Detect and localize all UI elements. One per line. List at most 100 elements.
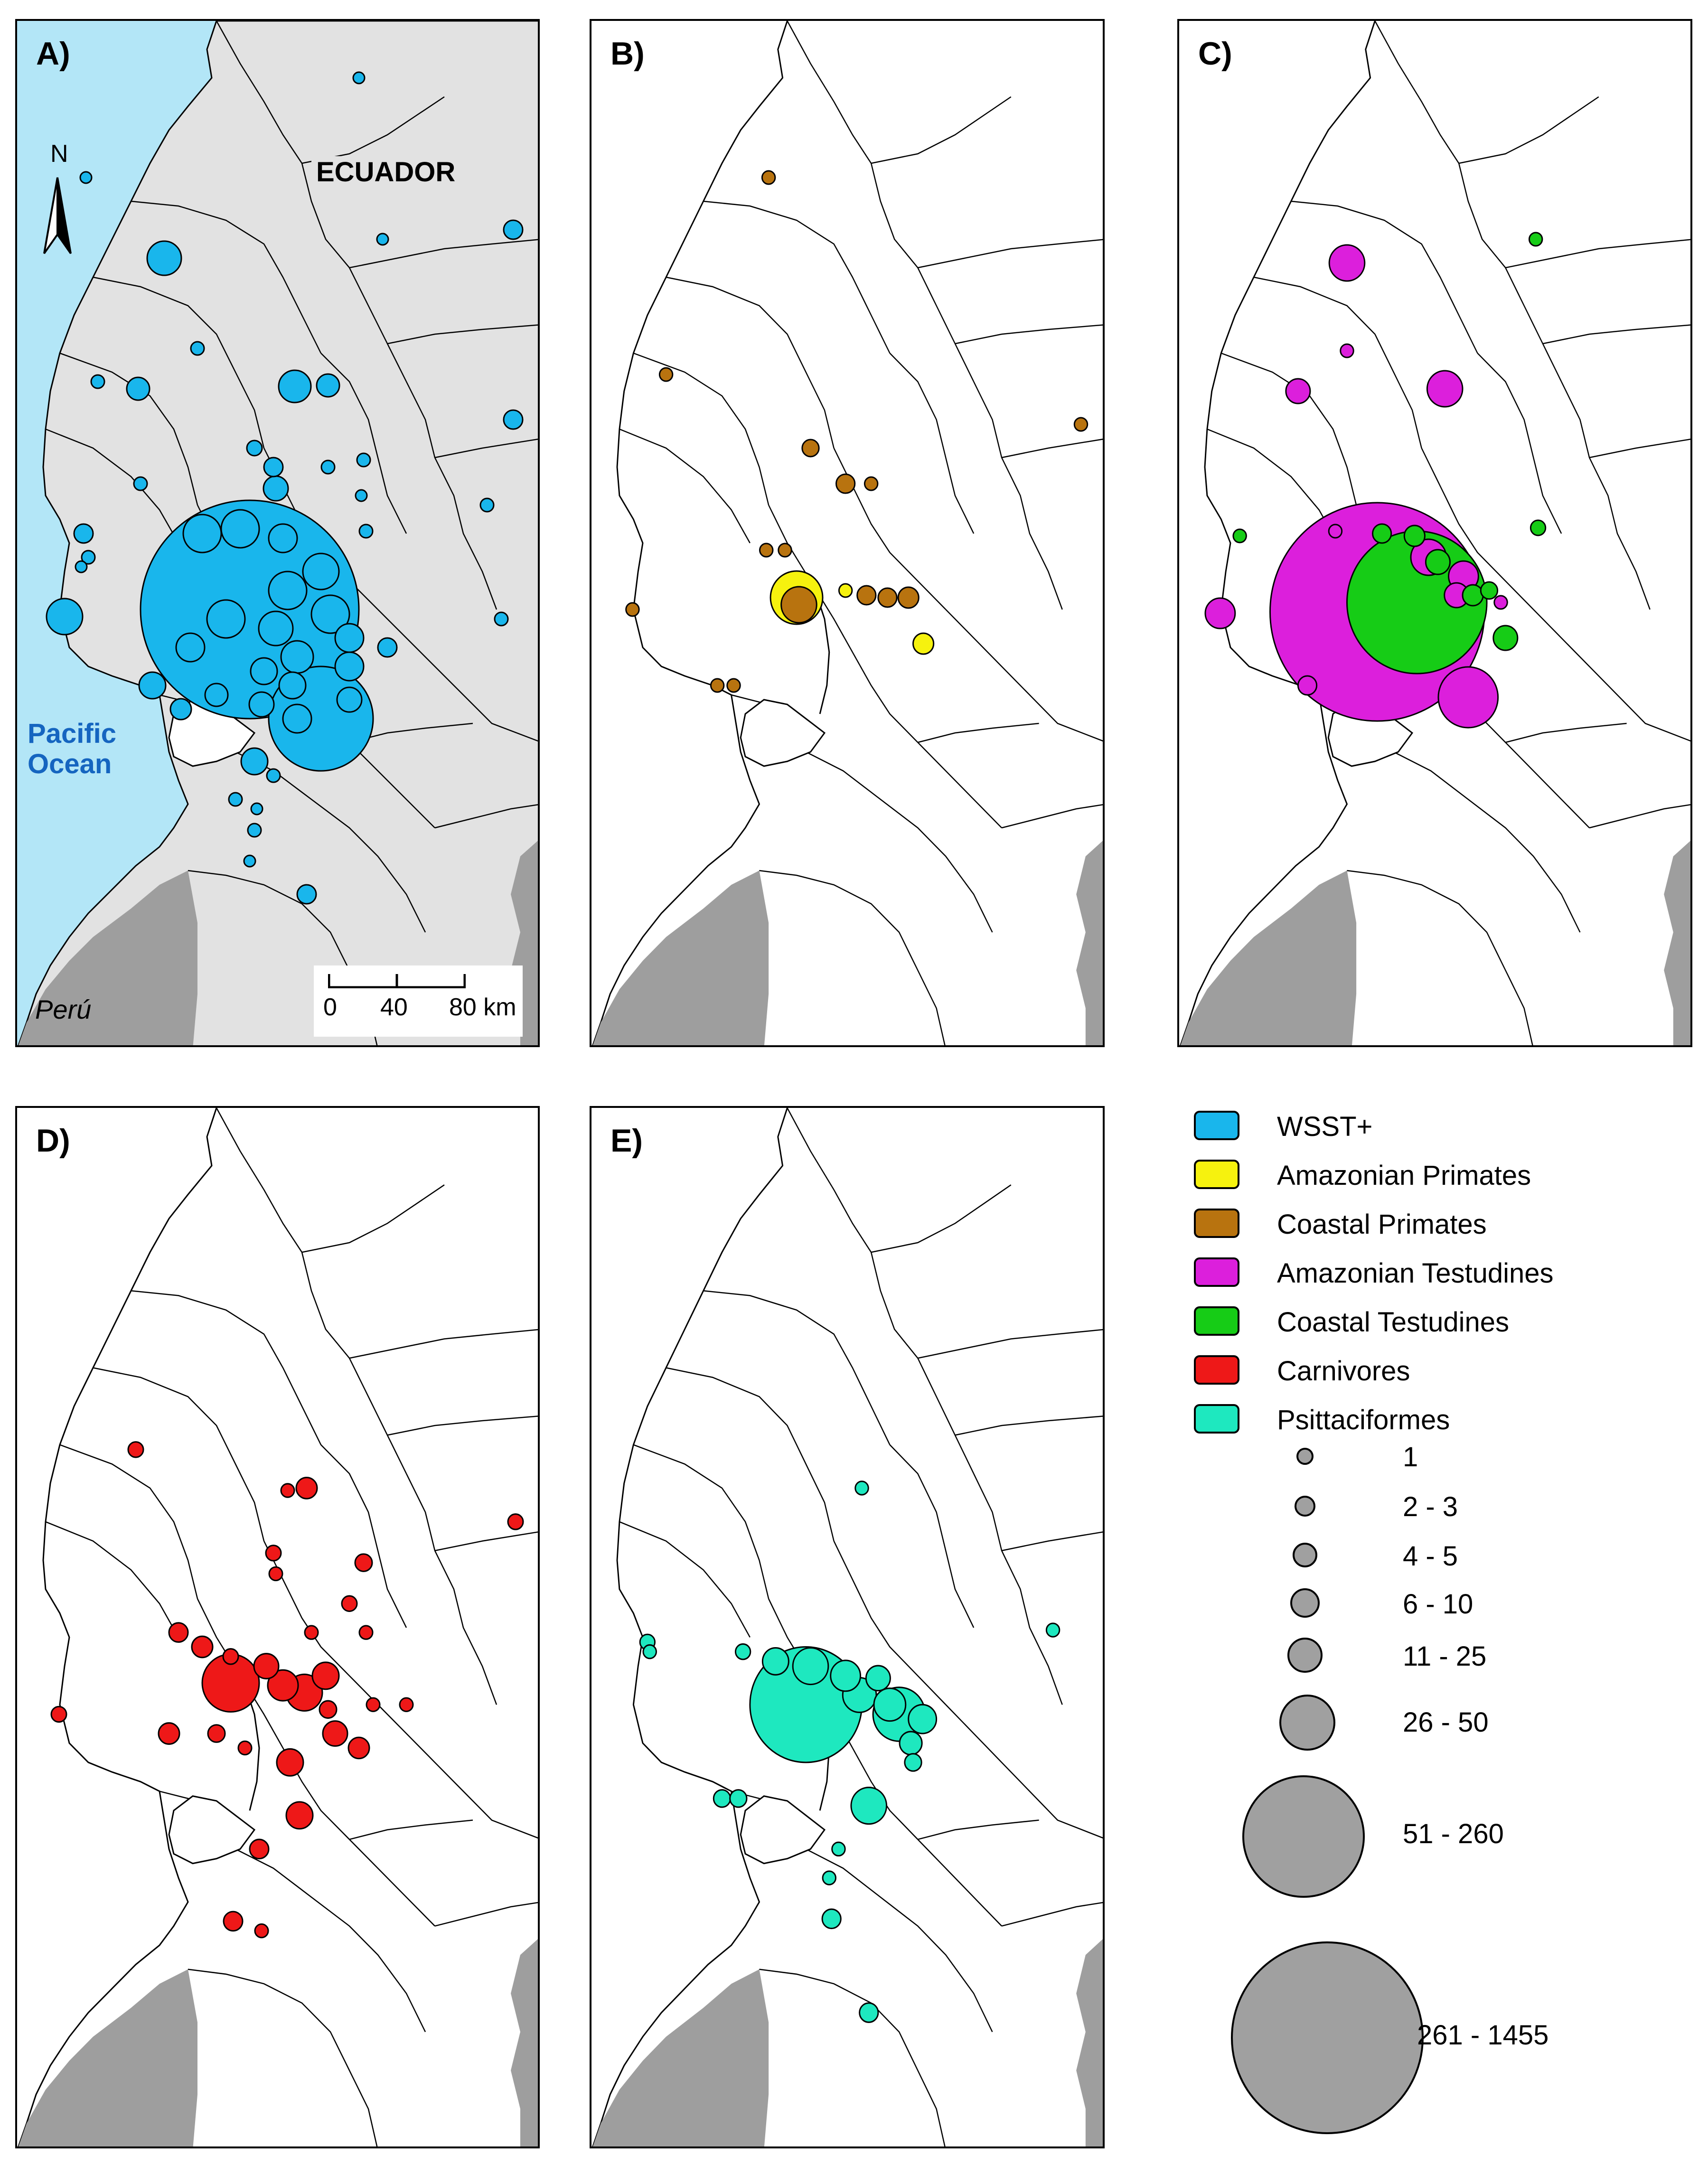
occurrence-circle: [912, 632, 935, 655]
legend-swatch: [1194, 1160, 1239, 1189]
scale-tick-80: 80 km: [449, 993, 516, 1021]
province-border: [973, 381, 1063, 610]
map-base: [592, 21, 1103, 1045]
occurrence-circle: [1204, 597, 1236, 629]
puna-island: [740, 1795, 826, 1865]
occurrence-circle: [246, 440, 263, 457]
occurrence-circle: [266, 768, 281, 783]
province-border: [945, 1704, 1103, 1839]
occurrence-circle: [859, 2002, 879, 2023]
province-border: [45, 428, 179, 544]
occurrence-circle: [830, 1659, 862, 1692]
legend-swatch: [1194, 1257, 1239, 1287]
province-border: [434, 439, 538, 459]
north-letter: N: [50, 140, 68, 168]
province-border: [197, 1829, 426, 2033]
occurrence-circle: [376, 233, 389, 246]
occurrence-circle: [377, 637, 398, 658]
province-border: [918, 1819, 1039, 1840]
occurrence-circle: [897, 586, 920, 609]
province-border: [666, 276, 835, 449]
occurrence-circle: [268, 1566, 283, 1582]
occurrence-circle: [761, 170, 776, 185]
occurrence-circle: [168, 1622, 189, 1643]
puna-island: [740, 699, 826, 767]
occurrence-circle: [247, 823, 262, 838]
coastline: [18, 1108, 217, 2146]
province-border: [918, 239, 1103, 269]
occurrence-circle: [182, 514, 222, 553]
province-border: [768, 732, 993, 933]
map-canvas-c: [1180, 21, 1690, 1045]
province-border: [1458, 96, 1599, 164]
province-border: [377, 1704, 538, 1839]
occurrence-circle: [278, 369, 312, 403]
province-border: [1347, 870, 1533, 1045]
occurrence-circle: [761, 1647, 789, 1676]
province-border: [759, 870, 946, 1045]
legend-label: Coastal Primates: [1277, 1209, 1487, 1240]
province-border: [301, 1184, 445, 1253]
province-border: [871, 96, 1012, 164]
province-border: [216, 1108, 407, 1474]
occurrence-circle: [1073, 417, 1089, 432]
occurrence-circle: [1232, 528, 1247, 544]
size-label-6-10: 6 - 10: [1403, 1589, 1473, 1620]
map-canvas-d: [18, 1108, 538, 2146]
occurrence-circle: [75, 560, 88, 573]
occurrence-circle: [726, 678, 741, 693]
guayas-estuary: [244, 1685, 260, 1811]
occurrence-circle: [1530, 519, 1547, 536]
peru-region: [592, 871, 769, 1045]
province-border: [871, 1184, 1012, 1253]
occurrence-circle: [780, 586, 817, 624]
occurrence-circle: [801, 439, 820, 458]
occurrence-circle: [243, 854, 256, 868]
occurrence-circle: [263, 475, 289, 502]
province-border: [633, 352, 770, 506]
province-border: [349, 1329, 538, 1359]
occurrence-circle: [1045, 1622, 1060, 1638]
panel-label-b: B): [610, 36, 645, 72]
province-border: [45, 1521, 179, 1638]
occurrence-circle: [792, 1647, 829, 1686]
occurrence-circle: [854, 1481, 869, 1496]
province-border: [703, 200, 891, 354]
occurrence-circle: [320, 459, 336, 475]
size-circle-26-50: [1279, 1695, 1335, 1751]
occurrence-circle: [267, 1669, 299, 1702]
occurrence-circle: [354, 1553, 373, 1572]
occurrence-circle: [778, 543, 792, 558]
occurrence-circle: [1403, 525, 1426, 547]
map-canvas-b: [592, 21, 1103, 1045]
occurrence-circle: [322, 1720, 348, 1747]
province-border: [1477, 353, 1562, 534]
province-border: [633, 1444, 770, 1599]
peru-region-east: [1664, 841, 1690, 1045]
province-border: [955, 324, 1103, 345]
occurrence-circle: [904, 1753, 922, 1772]
province-border: [216, 21, 407, 382]
occurrence-circle: [334, 651, 365, 682]
panel-label-a: A): [36, 36, 70, 72]
occurrence-circle: [347, 1736, 370, 1760]
province-border: [973, 1473, 1063, 1705]
occurrence-circle: [81, 550, 96, 565]
size-label-4-5: 4 - 5: [1403, 1541, 1458, 1572]
province-border: [349, 239, 538, 269]
province-border: [1589, 439, 1690, 459]
size-circle-4-5: [1293, 1543, 1317, 1567]
province-border: [434, 804, 538, 829]
province-border: [1374, 21, 1562, 382]
province-border: [889, 353, 975, 534]
occurrence-circle: [1426, 370, 1464, 408]
occurrence-circle: [249, 1838, 270, 1860]
size-label-261-1455: 261 - 1455: [1417, 2020, 1549, 2051]
occurrence-circle: [138, 671, 167, 700]
scale-bar-ticks: [328, 974, 466, 988]
occurrence-circle: [126, 376, 150, 401]
size-circle-261-1455: [1231, 1941, 1424, 2134]
coastline: [592, 21, 788, 1045]
puna-island: [168, 1795, 256, 1865]
panel-label-d: D): [36, 1123, 70, 1159]
